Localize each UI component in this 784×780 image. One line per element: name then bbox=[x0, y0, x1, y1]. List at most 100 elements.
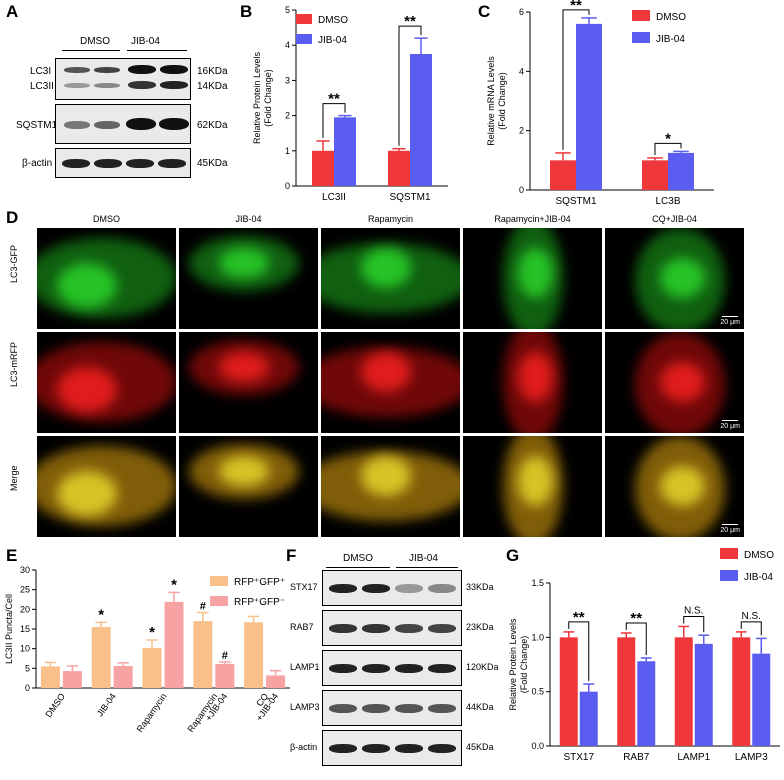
chart-e: 0 5 10 15 20 25 30 LC3II Puncta/Cell DMSO JIB-04 R… bbox=[4, 565, 290, 734]
western-blot bbox=[322, 730, 462, 766]
y-axis-title: Relative Protein Levels bbox=[252, 51, 262, 144]
y-tick-label: 5 bbox=[25, 663, 30, 673]
micrograph bbox=[321, 332, 460, 433]
cell-fluorescence bbox=[57, 367, 117, 412]
band bbox=[395, 704, 423, 713]
band bbox=[428, 704, 456, 713]
x-tick-label: SQSTM1 bbox=[555, 196, 597, 207]
band bbox=[362, 584, 390, 593]
group-label-jib04: JIB-04 bbox=[409, 553, 438, 564]
scale-bar-label: 20 μm bbox=[720, 527, 740, 534]
y-tick-label: 15 bbox=[20, 624, 30, 634]
significance-bracket bbox=[625, 622, 647, 655]
legend-label: RFP⁺GFP⁺ bbox=[234, 577, 285, 588]
micrograph: 20 μm bbox=[605, 436, 744, 537]
bar bbox=[266, 675, 286, 688]
row-label: Merge bbox=[9, 464, 19, 491]
panel-label-g: G bbox=[506, 546, 520, 565]
cell-fluorescence bbox=[219, 456, 269, 486]
annotation-label: * bbox=[149, 624, 155, 641]
bar bbox=[40, 666, 60, 688]
annotation-label: * bbox=[171, 576, 177, 593]
significance-bracket bbox=[568, 621, 590, 682]
band bbox=[126, 118, 156, 130]
significance-bracket bbox=[654, 142, 682, 155]
western-blot bbox=[322, 610, 462, 646]
band bbox=[64, 83, 90, 88]
y-axis-title: (Fold Change) bbox=[519, 636, 529, 694]
bar bbox=[617, 637, 636, 746]
chart-c: 0 2 4 6 Relative mRNA Levels (Fold Change) SQS… bbox=[486, 0, 714, 207]
micrograph bbox=[463, 332, 602, 433]
mw-label: 45KDa bbox=[197, 158, 228, 169]
y-tick-label: 1.5 bbox=[531, 578, 544, 588]
band bbox=[395, 624, 423, 633]
y-tick-label: 3 bbox=[285, 75, 290, 85]
significance-label: ** bbox=[570, 0, 582, 14]
micrograph: 20 μm bbox=[605, 228, 744, 329]
column-label: JIB-04 bbox=[235, 214, 262, 224]
micrograph bbox=[37, 332, 176, 433]
panel-label-a: A bbox=[6, 2, 19, 21]
cell-fluorescence bbox=[361, 352, 411, 392]
panel-label-d: D bbox=[6, 208, 19, 227]
significance-label: N.S. bbox=[684, 605, 703, 616]
band bbox=[158, 159, 186, 168]
group-label-dmso: DMSO bbox=[80, 36, 110, 47]
band bbox=[160, 81, 188, 89]
significance-label: ** bbox=[404, 13, 416, 30]
x-tick-label: JIB-04 bbox=[95, 691, 118, 718]
significance-bracket bbox=[683, 615, 705, 633]
scale-bar bbox=[722, 316, 738, 317]
significance-label: ** bbox=[573, 609, 585, 626]
bar bbox=[642, 160, 668, 190]
significance-label: ** bbox=[630, 610, 642, 627]
significance-bracket bbox=[562, 9, 590, 150]
micrograph bbox=[179, 228, 318, 329]
y-axis-title: Relative Protein Levels bbox=[508, 618, 518, 711]
mw-label: 23KDa bbox=[466, 622, 494, 632]
bar bbox=[637, 661, 656, 746]
band bbox=[362, 704, 390, 713]
mw-label: 62KDa bbox=[197, 120, 228, 131]
band bbox=[428, 584, 456, 593]
bar bbox=[62, 671, 82, 688]
western-blot-beta-actin bbox=[55, 148, 191, 178]
band bbox=[428, 744, 456, 753]
legend-swatch bbox=[720, 548, 738, 559]
x-tick-label: LAMP3 bbox=[735, 752, 768, 763]
bar bbox=[576, 23, 602, 190]
y-tick-label: 5 bbox=[285, 5, 290, 15]
western-blot bbox=[322, 570, 462, 606]
blot-label: β-actin bbox=[290, 742, 318, 752]
cell-fluorescence bbox=[518, 248, 553, 298]
group-bracket bbox=[62, 50, 120, 51]
x-tick-label: LC3II bbox=[322, 192, 346, 203]
band bbox=[428, 664, 456, 673]
cell-fluorescence bbox=[660, 362, 705, 402]
micrograph: 20 μm bbox=[605, 332, 744, 433]
bar bbox=[91, 627, 111, 688]
bar bbox=[559, 637, 578, 746]
y-tick-label: 2 bbox=[519, 126, 524, 136]
bar bbox=[674, 637, 693, 746]
bar bbox=[193, 621, 213, 688]
group-bracket bbox=[396, 567, 458, 568]
band bbox=[94, 83, 120, 88]
western-blot bbox=[322, 650, 462, 686]
band bbox=[395, 584, 423, 593]
x-tick-label: LC3B bbox=[655, 196, 680, 207]
significance-label: N.S. bbox=[742, 611, 761, 622]
x-tick-label: STX17 bbox=[563, 752, 594, 763]
panel-label-c: C bbox=[478, 2, 491, 21]
legend-label: DMSO bbox=[744, 550, 774, 561]
western-blot-lc3 bbox=[55, 58, 191, 100]
scale-bar-label: 20 μm bbox=[720, 319, 740, 326]
bar bbox=[215, 664, 235, 688]
bar bbox=[732, 637, 751, 746]
panel-label-e: E bbox=[6, 546, 18, 565]
band bbox=[62, 159, 90, 168]
blot-label: LAMP1 bbox=[290, 662, 320, 672]
column-label: Rapamycin bbox=[367, 214, 414, 224]
x-tick-label: LAMP1 bbox=[677, 752, 710, 763]
